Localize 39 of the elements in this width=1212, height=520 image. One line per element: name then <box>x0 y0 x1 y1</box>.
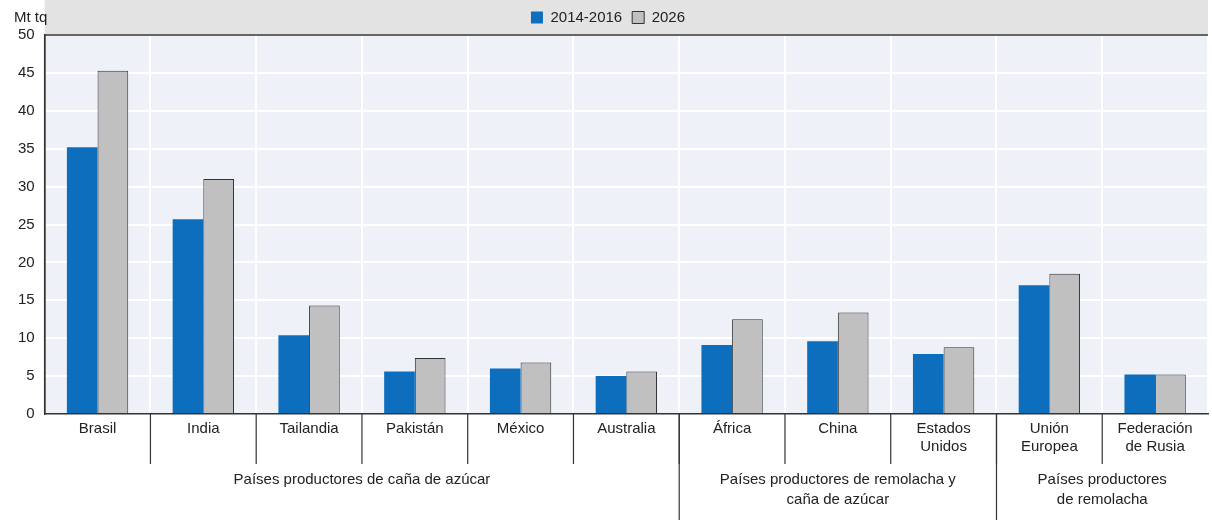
x-tick-label: Federación de Rusia <box>1117 419 1193 455</box>
bar <box>1018 285 1050 413</box>
bar <box>172 219 204 413</box>
bar <box>489 368 521 413</box>
text: Países productores de caña de azúcar <box>233 469 491 487</box>
text: Países productores de remolacha <box>1037 469 1167 507</box>
y-tick-label: 20 <box>18 252 35 270</box>
y-axis-title: Mt tq <box>14 7 48 25</box>
legend-label: 2026 <box>651 7 686 25</box>
bar <box>807 341 838 413</box>
x-tick-label: Unión Europea <box>1021 419 1079 455</box>
x-tick-label: India <box>187 419 221 437</box>
y-tick-label: 10 <box>18 328 35 346</box>
legend-label: 2014-2016 <box>550 7 623 25</box>
bar <box>912 354 944 413</box>
text: Países productores de remolacha y caña de azúcar <box>719 469 957 507</box>
x-tick-label: Brasil <box>78 419 117 437</box>
bar <box>701 345 733 413</box>
bar <box>595 376 627 413</box>
y-tick-label: 35 <box>18 138 35 156</box>
bar <box>1124 374 1156 413</box>
x-tick-label: Pakistán <box>386 419 444 437</box>
x-tick-label: Estados Unidos <box>916 419 971 455</box>
y-tick-label: 25 <box>18 214 35 232</box>
y-tick-label: 5 <box>26 366 35 384</box>
x-tick-label: México <box>496 419 545 437</box>
y-tick-label: 0 <box>26 404 35 422</box>
x-tick-label: China <box>818 419 859 437</box>
x-tick-label: África <box>712 419 752 437</box>
y-tick-label: 40 <box>18 100 35 118</box>
y-tick-label: 30 <box>18 176 35 194</box>
x-tick-label: Australia <box>597 419 657 437</box>
bar <box>384 371 415 413</box>
bar <box>278 335 310 413</box>
y-tick-label: 45 <box>18 63 35 81</box>
bar <box>66 147 98 413</box>
y-tick-label: 50 <box>18 25 35 43</box>
x-tick-label: Tailandia <box>279 419 340 437</box>
y-tick-label: 15 <box>18 290 35 308</box>
